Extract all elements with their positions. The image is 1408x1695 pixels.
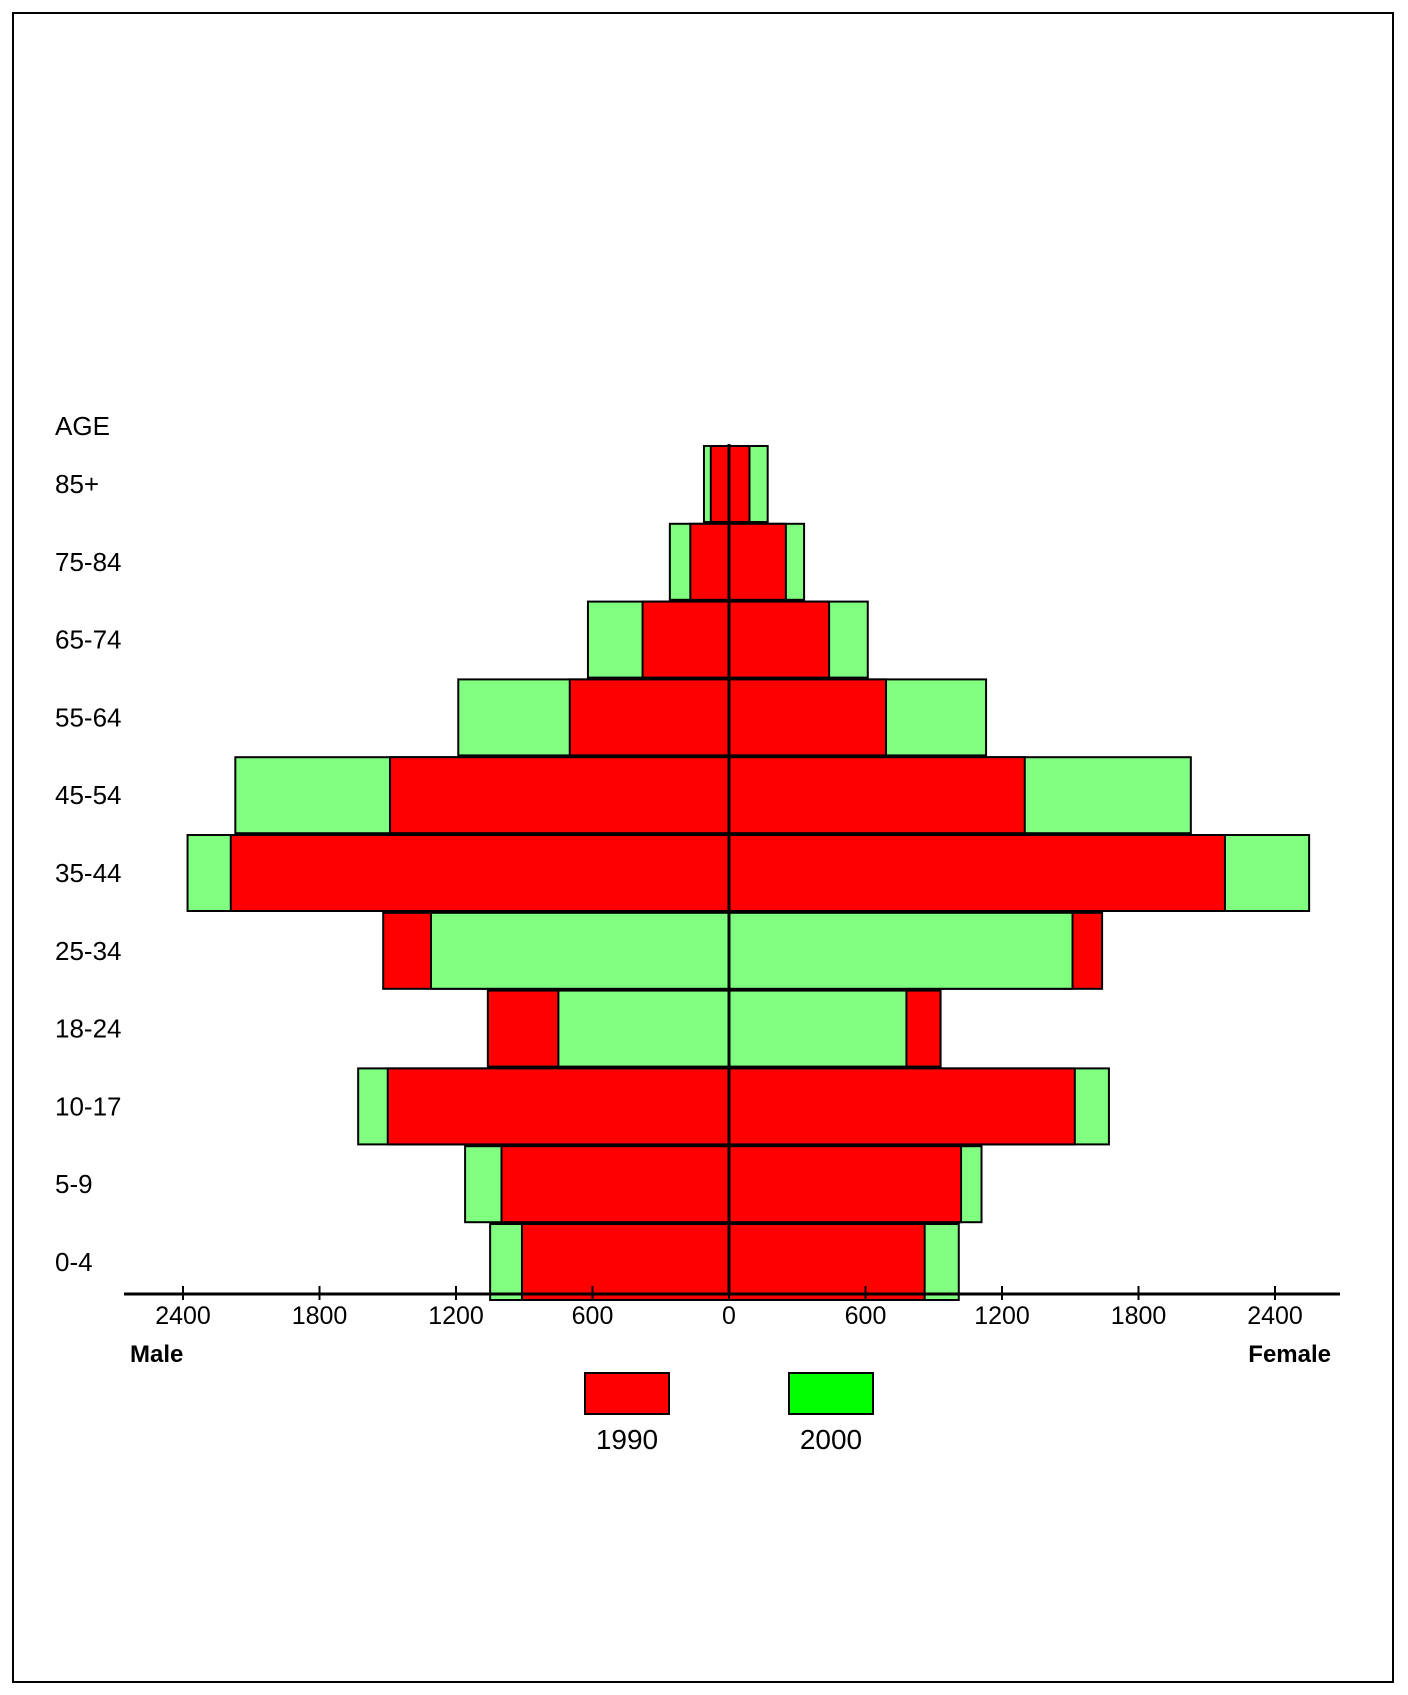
- age-axis-title: AGE: [55, 411, 110, 441]
- x-axis-group: 2400 1800 1200 600 0 600 1200 1800 2400: [124, 1286, 1340, 1330]
- bar-2000-female-25-34: [728, 911, 1074, 990]
- bar-1990-female-55-64: [728, 678, 887, 757]
- bar-1990-male-10-17: [386, 1067, 730, 1146]
- age-label: 45-54: [55, 780, 122, 810]
- bar-1990-female-45-54: [728, 756, 1026, 835]
- x-tick-label: 1800: [292, 1302, 348, 1330]
- age-label: 75-84: [55, 547, 122, 577]
- bar-1990-female-35-44: [728, 834, 1226, 912]
- bar-1990-male-0-4: [520, 1223, 730, 1301]
- bar-1990-male-55-64: [568, 678, 730, 757]
- age-label: 65-74: [55, 625, 122, 655]
- age-label: 10-17: [55, 1091, 122, 1121]
- legend-label-2000: 2000: [800, 1424, 862, 1455]
- age-label: 0-4: [55, 1247, 93, 1277]
- x-tick-label: 600: [572, 1302, 614, 1330]
- bar-1990-male-65-74: [641, 600, 730, 679]
- bars-group: [186, 445, 1311, 1301]
- bar-1990-male-5-9: [500, 1145, 730, 1224]
- age-label: 18-24: [55, 1014, 122, 1044]
- age-label: 5-9: [55, 1169, 93, 1199]
- legend-swatch-2000: [788, 1372, 874, 1415]
- bar-2000-male-18-24: [557, 989, 730, 1068]
- male-label: Male: [130, 1341, 183, 1368]
- bar-1990-male-35-44: [229, 834, 730, 912]
- bar-1990-female-5-9: [728, 1145, 963, 1224]
- legend-swatch-1990: [584, 1372, 670, 1415]
- x-tick-label: 2400: [155, 1302, 211, 1330]
- bar-1990-female-75-84: [728, 522, 787, 601]
- female-label: Female: [1248, 1341, 1331, 1368]
- bar-1990-female-0-4: [728, 1223, 926, 1301]
- bar-1990-male-85+: [709, 445, 730, 523]
- legend: 1990 2000: [584, 1372, 874, 1455]
- x-tick-label: 0: [722, 1302, 736, 1330]
- bar-2000-female-18-24: [728, 989, 908, 1068]
- bar-1990-female-85+: [728, 445, 751, 523]
- bar-1990-male-45-54: [389, 756, 730, 835]
- bar-1990-female-10-17: [728, 1067, 1076, 1146]
- bar-1990-female-65-74: [728, 600, 831, 679]
- x-tick-label: 1200: [428, 1302, 484, 1330]
- x-tick-label: 1800: [1111, 1302, 1167, 1330]
- legend-label-1990: 1990: [596, 1424, 658, 1455]
- x-tick-label: 2400: [1247, 1302, 1303, 1330]
- age-label: 25-34: [55, 936, 122, 966]
- age-labels-group: 85+ 75-84 65-74 55-64 45-54 35-44 25-34 18-24 10…: [55, 469, 122, 1277]
- age-label: 35-44: [55, 858, 122, 888]
- age-label: 55-64: [55, 702, 122, 732]
- x-tick-label: 600: [845, 1302, 887, 1330]
- age-label: 85+: [55, 469, 99, 499]
- bar-1990-male-75-84: [689, 522, 731, 601]
- x-tick-label: 1200: [974, 1302, 1030, 1330]
- bar-2000-male-25-34: [429, 911, 730, 990]
